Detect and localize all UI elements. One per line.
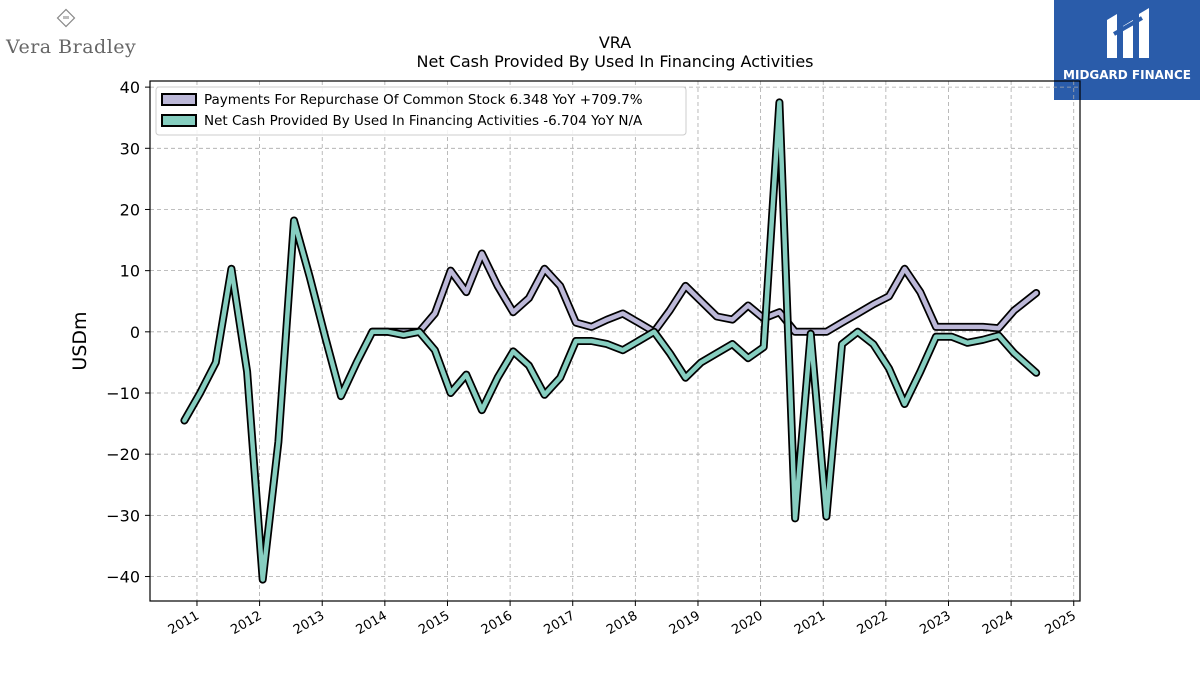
chart-subtitle: Net Cash Provided By Used In Financing A… <box>416 52 814 71</box>
x-tick-label: 2020 <box>729 608 765 638</box>
midgard-m-icon <box>1107 8 1149 58</box>
y-tick-label: −30 <box>106 506 140 525</box>
y-axis: −40 −30 −20 −10 0 10 20 30 40 <box>106 78 150 587</box>
x-tick-label: 2022 <box>855 608 891 638</box>
y-tick-label: 10 <box>120 262 140 281</box>
legend-box <box>155 86 687 136</box>
x-tick-label: 2012 <box>228 608 264 638</box>
x-tick-label: 2015 <box>416 608 452 638</box>
x-tick-label: 2023 <box>917 608 953 638</box>
legend-swatch <box>161 114 197 127</box>
midgard-finance-logo: MIDGARD FINANCE <box>1054 0 1200 100</box>
series-line-outline-2 <box>180 98 1041 584</box>
x-tick-label: 2016 <box>479 608 515 638</box>
x-tick-label: 2018 <box>604 608 640 638</box>
x-tick-label: 2024 <box>980 608 1016 638</box>
midgard-finance-text: MIDGARD FINANCE <box>1063 68 1191 82</box>
plot-frame <box>149 80 1081 602</box>
y-tick-label: 0 <box>130 323 140 342</box>
series-line-1 <box>370 251 1039 335</box>
y-tick-label: 30 <box>120 139 140 158</box>
vera-bradley-logo-text: Vera Bradley <box>6 36 137 58</box>
y-tick-label: −40 <box>106 568 140 587</box>
series-line-2 <box>182 100 1039 582</box>
y-tick-label: −10 <box>106 384 140 403</box>
y-tick-label: −20 <box>106 445 140 464</box>
legend-label: Payments For Repurchase Of Common Stock … <box>204 92 643 108</box>
x-tick-label: 2025 <box>1043 608 1079 638</box>
x-axis: 2011 2012 2013 2014 2015 2016 2017 2018 2019 2020… <box>166 601 1079 638</box>
legend-label: Net Cash Provided By Used In Financing A… <box>204 113 643 129</box>
series-lines <box>180 98 1041 584</box>
x-tick-label: 2011 <box>166 608 202 638</box>
x-tick-label: 2013 <box>291 608 327 638</box>
y-axis-label: USDm <box>69 311 91 370</box>
x-tick-label: 2019 <box>667 608 703 638</box>
chart-title: VRA <box>598 33 632 52</box>
x-tick-label: 2017 <box>542 608 578 638</box>
y-tick-label: 40 <box>120 78 140 97</box>
x-tick-label: 2014 <box>354 608 390 638</box>
series-line-outline-1 <box>368 249 1041 336</box>
legend: Payments For Repurchase Of Common Stock … <box>155 86 687 136</box>
legend-swatch <box>161 93 197 106</box>
y-tick-label: 20 <box>120 200 140 219</box>
vera-bradley-logo <box>4 4 124 60</box>
x-tick-label: 2021 <box>792 608 828 638</box>
